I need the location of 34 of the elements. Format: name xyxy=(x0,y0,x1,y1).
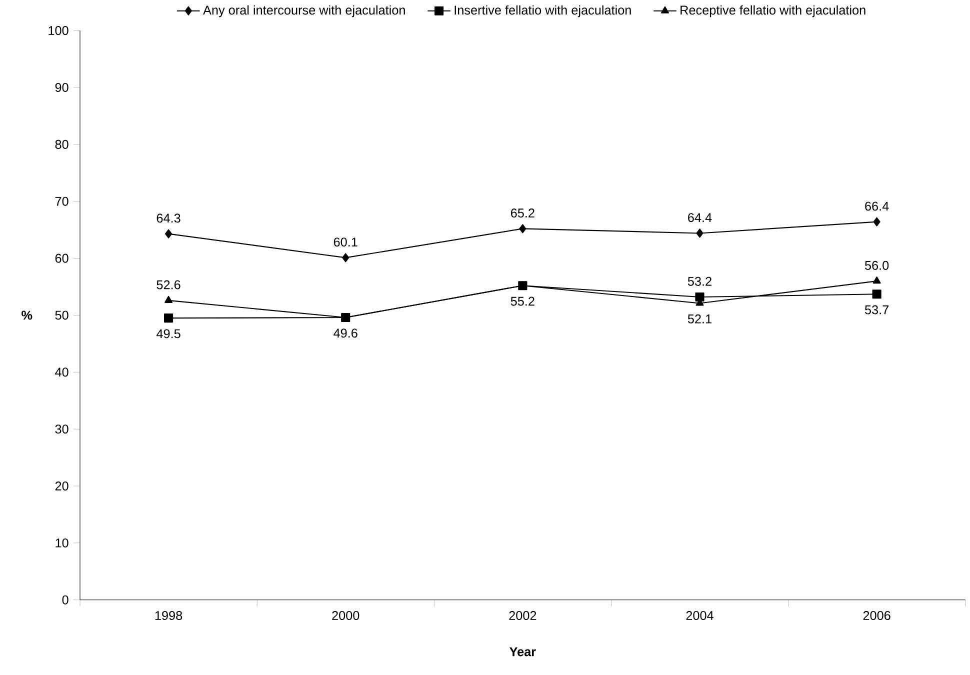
y-tick-label: 50 xyxy=(55,310,68,320)
y-axis-title: % xyxy=(22,310,32,320)
y-tick-label: 90 xyxy=(55,83,68,92)
legend-label: Any oral intercourse with ejaculation xyxy=(203,6,405,18)
x-tick-label: 2000 xyxy=(332,611,360,620)
data-label: 49.6 xyxy=(334,328,358,338)
x-axis-title: Year xyxy=(509,648,536,656)
data-label: 52.6 xyxy=(156,280,180,290)
data-label: 64.4 xyxy=(688,213,712,222)
y-tick-label: 0 xyxy=(62,596,68,605)
data-label: 55.2 xyxy=(510,296,534,306)
legend-label: Receptive fellatio with ejaculation xyxy=(680,6,866,18)
data-label: 66.4 xyxy=(865,202,889,211)
y-tick-label: 70 xyxy=(55,197,68,206)
data-label: 52.1 xyxy=(688,314,712,324)
data-label: 64.3 xyxy=(156,214,180,223)
y-tick-label: 60 xyxy=(55,254,68,263)
x-tick-label: 1998 xyxy=(155,611,182,620)
y-tick-label: 20 xyxy=(55,482,68,491)
x-tick-label: 2006 xyxy=(863,611,890,620)
x-tick-label: 2004 xyxy=(686,611,714,620)
data-label: 56.0 xyxy=(864,261,889,270)
y-tick-label: 10 xyxy=(56,538,68,548)
data-label: 60.1 xyxy=(334,238,358,247)
legend-label: Insertive fellatio with ejaculation xyxy=(454,6,631,18)
y-tick-label: 100 xyxy=(48,26,68,36)
data-label: 53.7 xyxy=(864,306,889,314)
data-label: 53.2 xyxy=(688,277,712,286)
data-label: 65.2 xyxy=(510,208,534,218)
y-tick-label: 40 xyxy=(55,368,68,377)
y-tick-label: 30 xyxy=(55,424,68,434)
y-tick-label: 80 xyxy=(55,140,68,150)
x-tick-label: 2002 xyxy=(509,611,536,620)
data-label: 49.5 xyxy=(156,329,180,338)
